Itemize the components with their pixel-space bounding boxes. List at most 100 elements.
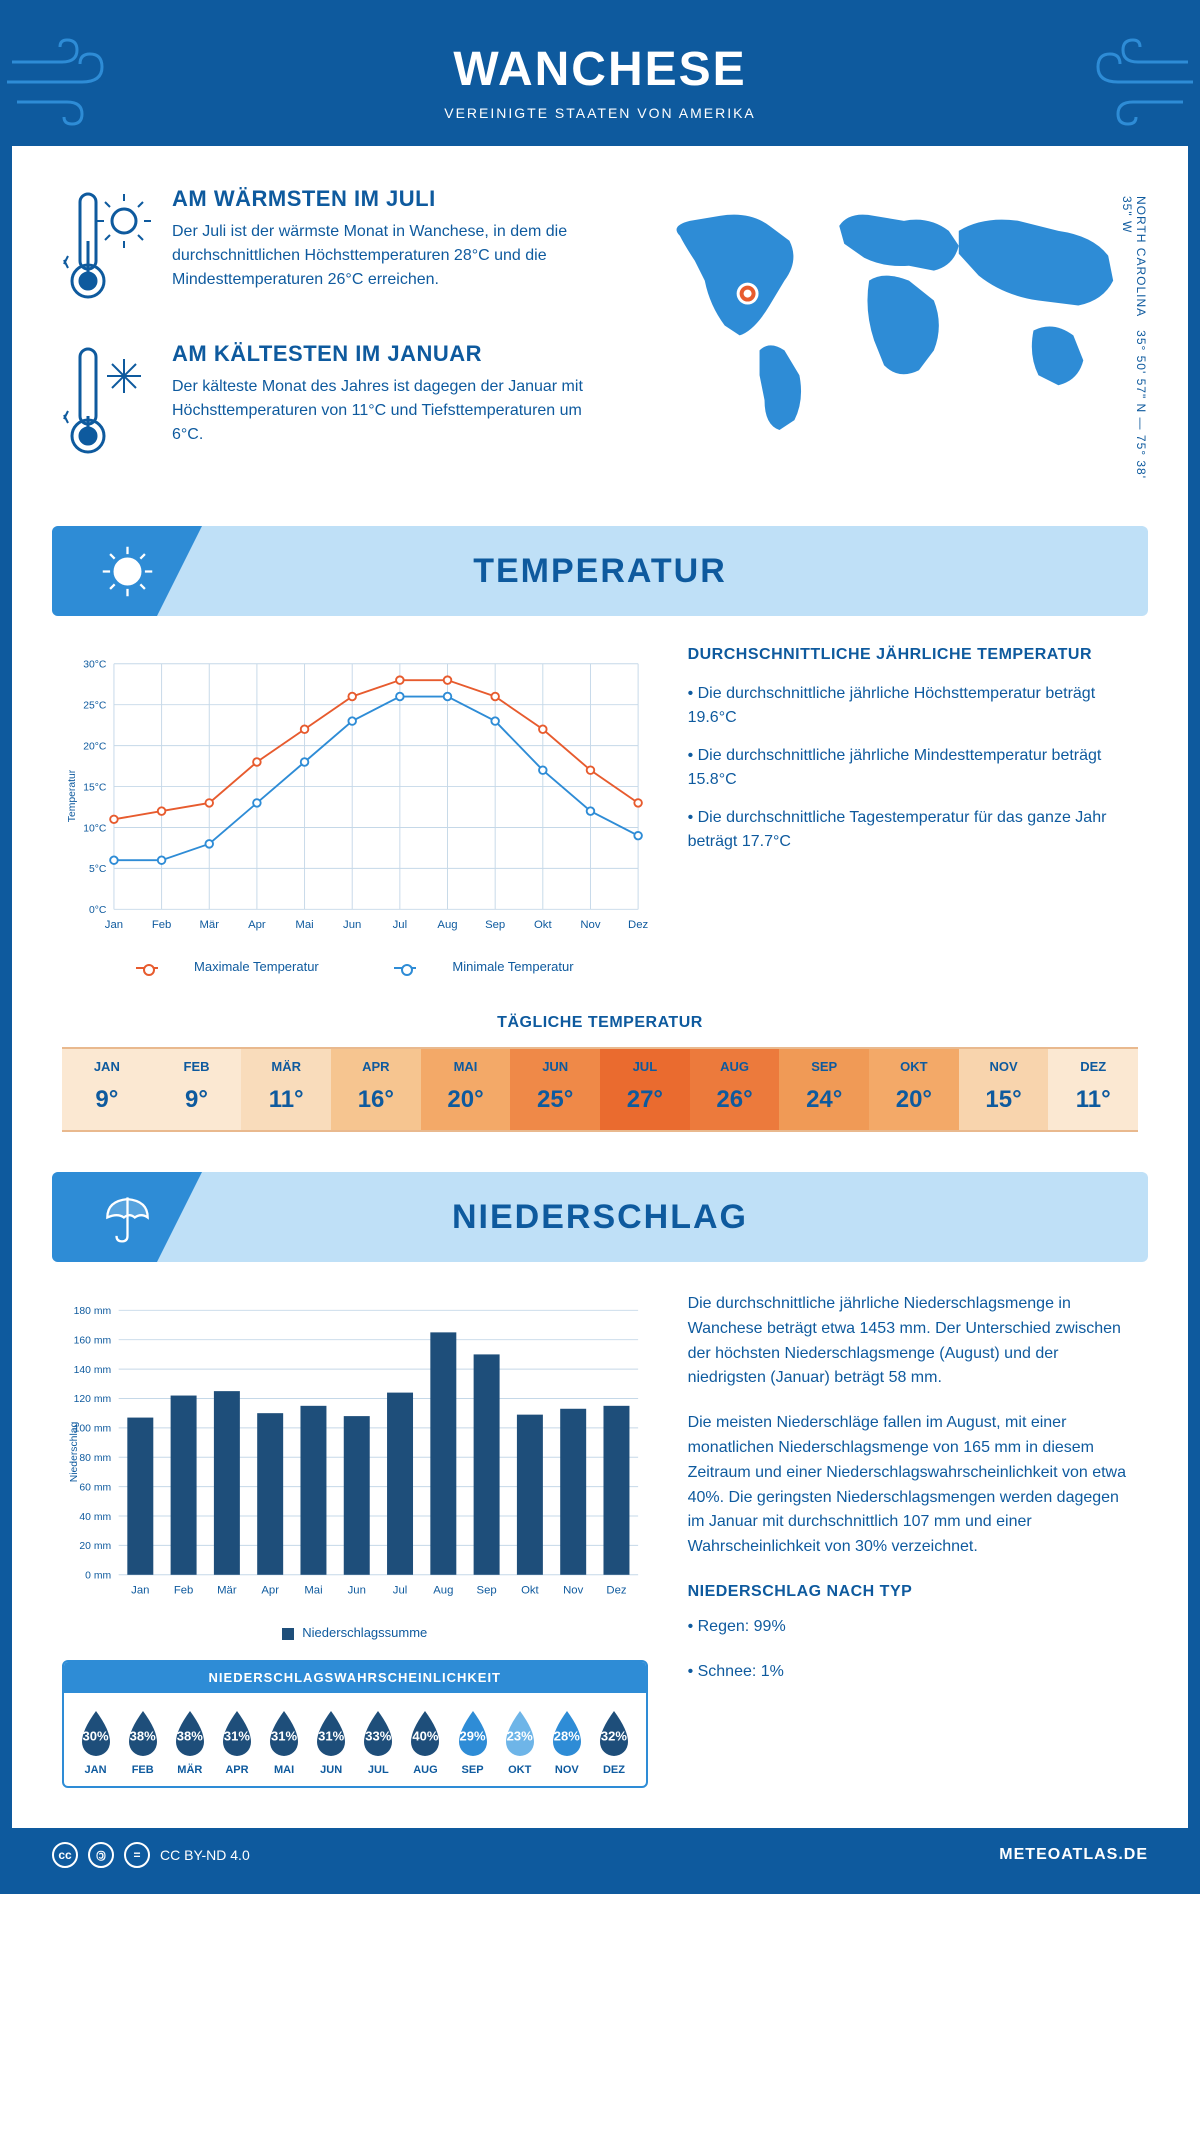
thermometer-hot-icon	[62, 186, 152, 311]
probability-row: 30%JAN38%FEB38%MÄR31%APR31%MAI31%JUN33%J…	[64, 1693, 646, 1786]
temp-chart-legend: Maximale Temperatur Minimale Temperatur	[62, 959, 648, 974]
coldest-text: Der kälteste Monat des Jahres ist dagege…	[172, 375, 610, 447]
section-header-temperature: TEMPERATUR	[52, 526, 1148, 616]
svg-text:160 mm: 160 mm	[74, 1335, 111, 1346]
svg-text:Temperatur: Temperatur	[67, 769, 78, 822]
daily-cell: NOV15°	[959, 1049, 1049, 1130]
daily-cell: MAI20°	[421, 1049, 511, 1130]
precipitation-body: 0 mm20 mm40 mm60 mm80 mm100 mm120 mm140 …	[12, 1262, 1188, 1798]
probability-cell: 31%MAI	[261, 1708, 308, 1776]
svg-text:Okt: Okt	[534, 919, 552, 931]
svg-text:25°C: 25°C	[83, 700, 107, 711]
daily-cell: APR16°	[331, 1049, 421, 1130]
svg-text:0 mm: 0 mm	[85, 1571, 111, 1582]
temperature-body: 0°C5°C10°C15°C20°C25°C30°CJanFebMärAprMa…	[12, 616, 1188, 994]
thermometer-cold-icon	[62, 341, 152, 466]
probability-cell: 32%DEZ	[590, 1708, 637, 1776]
coldest-title: AM KÄLTESTEN IM JANUAR	[172, 341, 610, 367]
daily-cell: OKT20°	[869, 1049, 959, 1130]
precip-chart-column: 0 mm20 mm40 mm60 mm80 mm100 mm120 mm140 …	[62, 1292, 648, 1788]
temp-chart-column: 0°C5°C10°C15°C20°C25°C30°CJanFebMärAprMa…	[62, 646, 648, 974]
svg-text:Nov: Nov	[580, 919, 600, 931]
svg-text:Apr: Apr	[261, 1585, 279, 1597]
svg-text:5°C: 5°C	[89, 864, 107, 875]
temp-avg-title: DURCHSCHNITTLICHE JÄHRLICHE TEMPERATUR	[688, 646, 1138, 664]
svg-text:0°C: 0°C	[89, 905, 107, 916]
wind-icon-right	[1078, 32, 1198, 132]
svg-text:Feb: Feb	[152, 919, 172, 931]
wind-icon-left	[2, 32, 122, 132]
precip-text-column: Die durchschnittliche jährliche Niedersc…	[688, 1292, 1138, 1788]
daily-temp-title: TÄGLICHE TEMPERATUR	[12, 1014, 1188, 1032]
svg-text:Mär: Mär	[217, 1585, 237, 1597]
svg-text:120 mm: 120 mm	[74, 1394, 111, 1405]
svg-text:Jun: Jun	[348, 1585, 366, 1597]
probability-cell: 38%FEB	[119, 1708, 166, 1776]
svg-text:Apr: Apr	[248, 919, 266, 931]
svg-text:40 mm: 40 mm	[79, 1512, 111, 1523]
page-title: WANCHESE	[32, 42, 1168, 97]
temp-avg-bullet: • Die durchschnittliche jährliche Mindes…	[688, 744, 1138, 792]
top-info-row: AM WÄRMSTEN IM JULI Der Juli ist der wär…	[12, 146, 1188, 526]
daily-cell: FEB9°	[152, 1049, 242, 1130]
nd-icon: =	[124, 1842, 150, 1868]
probability-cell: 30%JAN	[72, 1708, 119, 1776]
svg-text:Sep: Sep	[477, 1585, 497, 1597]
probability-cell: 31%APR	[213, 1708, 260, 1776]
svg-text:Mär: Mär	[199, 919, 219, 931]
precip-type-bullet: • Schnee: 1%	[688, 1660, 1138, 1685]
coordinates: NORTH CAROLINA 35° 50' 57" N — 75° 38' 3…	[1120, 196, 1148, 496]
daily-cell: MÄR11°	[241, 1049, 331, 1130]
page-subtitle: VEREINIGTE STAATEN VON AMERIKA	[32, 105, 1168, 121]
svg-text:Jul: Jul	[393, 919, 407, 931]
svg-text:15°C: 15°C	[83, 782, 107, 793]
world-map: NORTH CAROLINA 35° 50' 57" N — 75° 38' 3…	[640, 186, 1138, 496]
warmest-title: AM WÄRMSTEN IM JULI	[172, 186, 610, 212]
svg-text:30°C: 30°C	[83, 660, 107, 671]
temperature-line-chart: 0°C5°C10°C15°C20°C25°C30°CJanFebMärAprMa…	[62, 646, 648, 951]
probability-box: NIEDERSCHLAGSWAHRSCHEINLICHKEIT 30%JAN38…	[62, 1660, 648, 1788]
svg-text:20 mm: 20 mm	[79, 1541, 111, 1552]
header: WANCHESE VEREINIGTE STAATEN VON AMERIKA	[12, 12, 1188, 146]
svg-text:20°C: 20°C	[83, 741, 107, 752]
svg-text:Jul: Jul	[393, 1585, 407, 1597]
svg-text:Dez: Dez	[606, 1585, 626, 1597]
daily-cell: JAN9°	[62, 1049, 152, 1130]
svg-text:Feb: Feb	[174, 1585, 194, 1597]
precip-type-bullet: • Regen: 99%	[688, 1615, 1138, 1640]
svg-text:80 mm: 80 mm	[79, 1453, 111, 1464]
svg-text:Dez: Dez	[628, 919, 648, 931]
daily-cell: SEP24°	[779, 1049, 869, 1130]
license-text: CC BY-ND 4.0	[160, 1847, 250, 1863]
daily-cell: JUL27°	[600, 1049, 690, 1130]
precip-paragraph: Die durchschnittliche jährliche Niedersc…	[688, 1292, 1138, 1391]
probability-cell: 38%MÄR	[166, 1708, 213, 1776]
section-title-precip: NIEDERSCHLAG	[452, 1198, 748, 1237]
svg-text:Jun: Jun	[343, 919, 361, 931]
daily-temp-row: JAN9°FEB9°MÄR11°APR16°MAI20°JUN25°JUL27°…	[62, 1047, 1138, 1132]
svg-text:Sep: Sep	[485, 919, 505, 931]
precip-paragraph: Die meisten Niederschläge fallen im Augu…	[688, 1411, 1138, 1560]
info-column: AM WÄRMSTEN IM JULI Der Juli ist der wär…	[62, 186, 610, 496]
svg-text:Nov: Nov	[563, 1585, 583, 1597]
section-header-precipitation: NIEDERSCHLAG	[52, 1172, 1148, 1262]
svg-text:Okt: Okt	[521, 1585, 539, 1597]
svg-text:Jan: Jan	[131, 1585, 149, 1597]
footer-license: cc 🄯 = CC BY-ND 4.0	[52, 1842, 250, 1868]
svg-text:Aug: Aug	[437, 919, 457, 931]
precip-chart-legend: Niederschlagssumme	[62, 1625, 648, 1640]
svg-text:Jan: Jan	[105, 919, 123, 931]
probability-cell: 40%AUG	[402, 1708, 449, 1776]
temp-avg-bullet: • Die durchschnittliche Tagestemperatur …	[688, 806, 1138, 854]
daily-cell: JUN25°	[510, 1049, 600, 1130]
precipitation-bar-chart: 0 mm20 mm40 mm60 mm80 mm100 mm120 mm140 …	[62, 1292, 648, 1612]
sun-icon	[52, 526, 202, 616]
svg-text:140 mm: 140 mm	[74, 1365, 111, 1376]
section-title-temp: TEMPERATUR	[473, 552, 727, 591]
svg-text:Mai: Mai	[304, 1585, 322, 1597]
probability-cell: 29%SEP	[449, 1708, 496, 1776]
daily-cell: AUG26°	[690, 1049, 780, 1130]
precip-type-title: NIEDERSCHLAG NACH TYP	[688, 1580, 1138, 1605]
footer: cc 🄯 = CC BY-ND 4.0 METEOATLAS.DE	[12, 1828, 1188, 1882]
probability-cell: 28%NOV	[543, 1708, 590, 1776]
